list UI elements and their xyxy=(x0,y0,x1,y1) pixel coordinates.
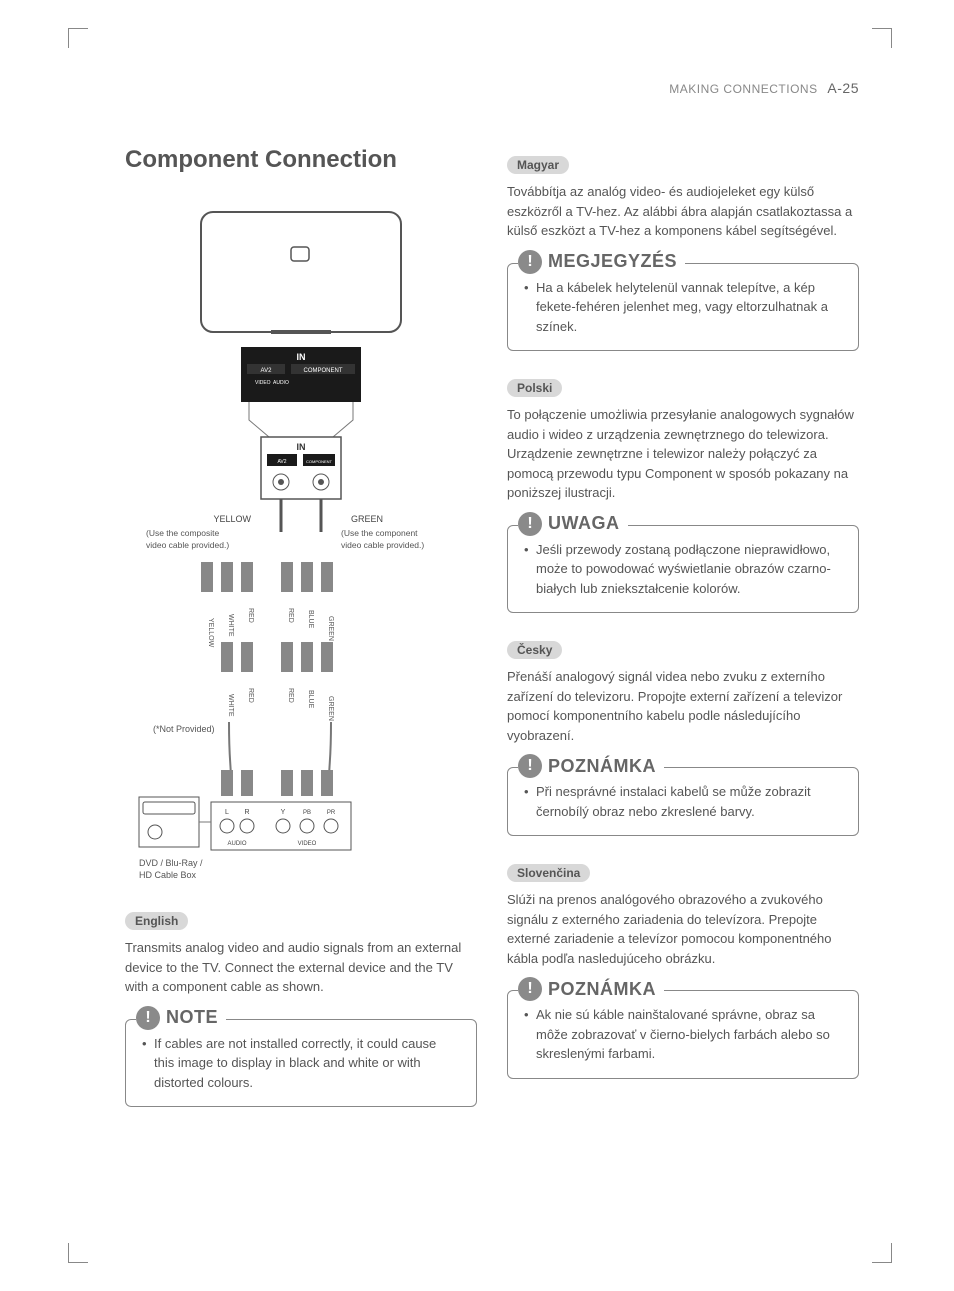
svg-text:GREEN: GREEN xyxy=(327,616,334,641)
svg-text:video cable provided.): video cable provided.) xyxy=(341,540,424,550)
note-icon: ! xyxy=(518,977,542,1001)
svg-text:PB: PB xyxy=(303,810,311,816)
note-box-slovencina: ! POZNÁMKA Ak nie sú káble nainštalované… xyxy=(507,990,859,1079)
svg-text:GREEN: GREEN xyxy=(351,514,383,524)
svg-text:(Use the component: (Use the component xyxy=(341,528,418,538)
svg-text:IN: IN xyxy=(297,352,306,362)
note-icon: ! xyxy=(518,250,542,274)
svg-text:(Use the composite: (Use the composite xyxy=(146,528,219,538)
note-icon: ! xyxy=(518,512,542,536)
lang-text-magyar: Továbbítja az analóg video- és audiojele… xyxy=(507,182,859,241)
svg-text:R: R xyxy=(244,809,249,816)
svg-text:COMPONENT: COMPONENT xyxy=(304,368,343,374)
page-number: A-25 xyxy=(827,80,859,96)
svg-text:VIDEO: VIDEO xyxy=(298,841,317,847)
note-title: MEGJEGYZÉS xyxy=(548,251,677,272)
svg-text:YELLOW: YELLOW xyxy=(213,514,251,524)
svg-text:RED: RED xyxy=(287,688,294,703)
note-title: POZNÁMKA xyxy=(548,756,656,777)
svg-text:(*Not Provided): (*Not Provided) xyxy=(153,724,215,734)
note-item: Při nesprávné instalaci kabelů se může z… xyxy=(524,782,842,821)
svg-text:Y: Y xyxy=(281,809,286,816)
lang-text-polski: To połączenie umożliwia przesyłanie anal… xyxy=(507,405,859,503)
svg-text:RED: RED xyxy=(247,688,254,703)
svg-text:VIDEO: VIDEO xyxy=(255,380,271,386)
breadcrumb: MAKING CONNECTIONS xyxy=(669,82,817,96)
note-item: Ha a kábelek helytelenül vannak telepítv… xyxy=(524,278,842,337)
svg-text:GREEN: GREEN xyxy=(327,696,334,721)
svg-text:AV2: AV2 xyxy=(261,368,273,374)
note-title: POZNÁMKA xyxy=(548,979,656,1000)
svg-text:DVD / Blu-Ray /: DVD / Blu-Ray / xyxy=(139,858,203,868)
lang-pill-polski: Polski xyxy=(507,379,562,397)
note-box-magyar: ! MEGJEGYZÉS Ha a kábelek helytelenül va… xyxy=(507,263,859,352)
svg-text:BLUE: BLUE xyxy=(307,610,314,629)
lang-pill-slovencina: Slovenčina xyxy=(507,864,590,882)
svg-text:AUDIO: AUDIO xyxy=(273,380,289,386)
lang-pill-cesky: Česky xyxy=(507,641,562,659)
note-box-polski: ! UWAGA Jeśli przewody zostaną podłączon… xyxy=(507,525,859,614)
lang-pill-magyar: Magyar xyxy=(507,156,569,174)
svg-text:PR: PR xyxy=(327,810,336,816)
section-title: Component Connection xyxy=(125,146,477,174)
svg-text:BLUE: BLUE xyxy=(307,690,314,709)
note-item: Jeśli przewody zostaną podłączone niepra… xyxy=(524,540,842,599)
note-box-english: ! NOTE If cables are not installed corre… xyxy=(125,1019,477,1108)
svg-text:AV2: AV2 xyxy=(277,459,286,465)
note-title: UWAGA xyxy=(548,513,620,534)
lang-text-slovencina: Slúži na prenos analógového obrazového a… xyxy=(507,890,859,968)
lang-text-english: Transmits analog video and audio signals… xyxy=(125,938,477,997)
lang-pill-english: English xyxy=(125,912,188,930)
note-box-cesky: ! POZNÁMKA Při nesprávné instalaci kabel… xyxy=(507,767,859,836)
svg-text:WHITE: WHITE xyxy=(227,694,234,717)
page-header: MAKING CONNECTIONS A-25 xyxy=(125,80,859,96)
note-icon: ! xyxy=(518,754,542,778)
note-title: NOTE xyxy=(166,1007,218,1028)
note-icon: ! xyxy=(136,1006,160,1030)
note-item: If cables are not installed correctly, i… xyxy=(142,1034,460,1093)
svg-text:WHITE: WHITE xyxy=(227,614,234,637)
svg-text:IN: IN xyxy=(297,442,306,452)
svg-text:AUDIO: AUDIO xyxy=(227,841,246,847)
svg-text:video cable provided.): video cable provided.) xyxy=(146,540,229,550)
svg-text:COMPONENT: COMPONENT xyxy=(306,459,333,464)
lang-text-cesky: Přenáší analogový signál videa nebo zvuk… xyxy=(507,667,859,745)
connection-diagram: IN AV2 COMPONENT VIDEO AUDIO IN AV2 COMP… xyxy=(125,202,477,902)
svg-text:RED: RED xyxy=(287,608,294,623)
svg-text:HD Cable Box: HD Cable Box xyxy=(139,870,197,880)
svg-text:YELLOW: YELLOW xyxy=(207,618,214,648)
svg-text:L: L xyxy=(225,809,229,816)
note-item: Ak nie sú káble nainštalované správne, o… xyxy=(524,1005,842,1064)
svg-text:RED: RED xyxy=(247,608,254,623)
